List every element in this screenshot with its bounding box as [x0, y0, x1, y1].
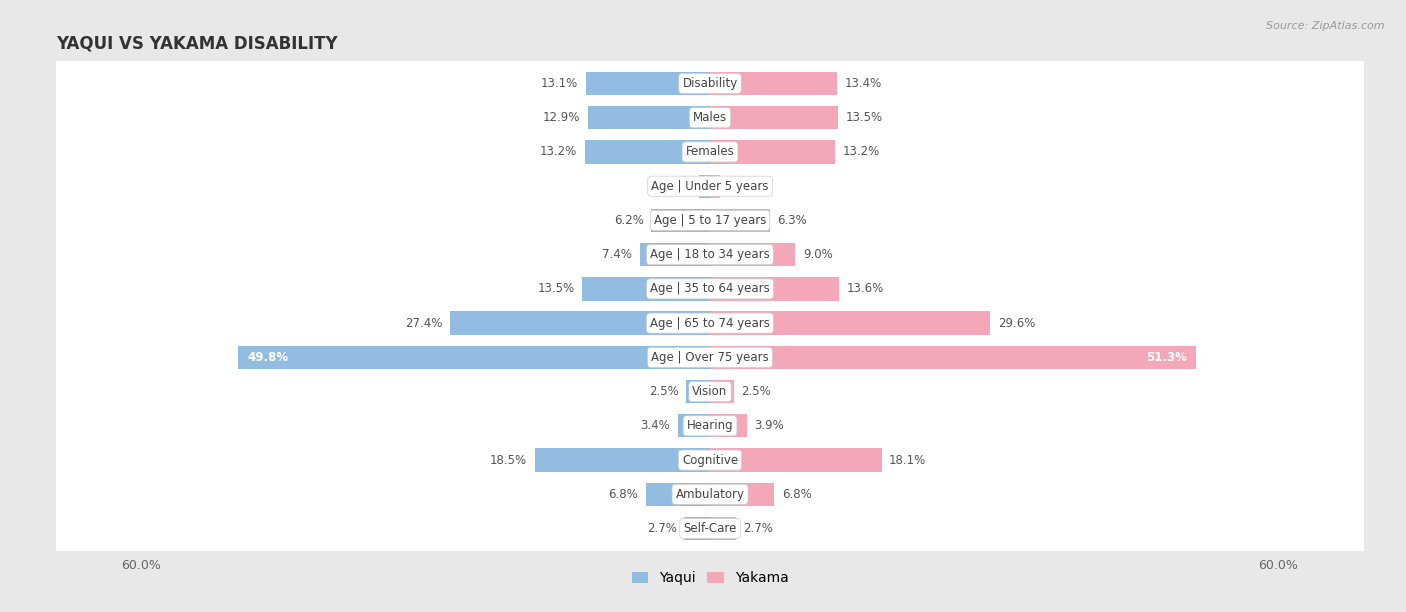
- Bar: [685, 517, 710, 540]
- Text: Cognitive: Cognitive: [682, 453, 738, 466]
- Bar: [710, 174, 720, 198]
- Bar: [710, 72, 837, 95]
- Text: Age | 5 to 17 years: Age | 5 to 17 years: [654, 214, 766, 227]
- Bar: [651, 209, 710, 232]
- Text: 2.7%: 2.7%: [744, 522, 773, 535]
- FancyBboxPatch shape: [53, 468, 1367, 521]
- Bar: [710, 312, 990, 335]
- Text: Source: ZipAtlas.com: Source: ZipAtlas.com: [1267, 21, 1385, 31]
- Text: 13.1%: 13.1%: [541, 77, 578, 90]
- Bar: [710, 106, 838, 129]
- Text: 2.5%: 2.5%: [650, 385, 679, 398]
- FancyBboxPatch shape: [53, 91, 1367, 144]
- Text: Age | 18 to 34 years: Age | 18 to 34 years: [650, 248, 770, 261]
- Text: 12.9%: 12.9%: [543, 111, 581, 124]
- FancyBboxPatch shape: [53, 228, 1367, 282]
- Bar: [645, 483, 710, 506]
- Text: 1.2%: 1.2%: [661, 180, 692, 193]
- Text: 51.3%: 51.3%: [1146, 351, 1187, 364]
- Text: 18.5%: 18.5%: [491, 453, 527, 466]
- Bar: [710, 380, 734, 403]
- FancyBboxPatch shape: [53, 502, 1367, 555]
- Text: Disability: Disability: [682, 77, 738, 90]
- Bar: [710, 346, 1197, 369]
- Text: 18.1%: 18.1%: [889, 453, 927, 466]
- Bar: [710, 277, 839, 300]
- Text: 29.6%: 29.6%: [998, 316, 1035, 330]
- FancyBboxPatch shape: [53, 125, 1367, 179]
- Bar: [710, 449, 882, 472]
- Text: YAQUI VS YAKAMA DISABILITY: YAQUI VS YAKAMA DISABILITY: [56, 35, 337, 53]
- FancyBboxPatch shape: [53, 160, 1367, 213]
- Text: 7.4%: 7.4%: [602, 248, 633, 261]
- Text: Ambulatory: Ambulatory: [675, 488, 745, 501]
- Bar: [586, 72, 710, 95]
- Bar: [710, 243, 796, 266]
- Bar: [710, 483, 775, 506]
- Bar: [678, 414, 710, 438]
- FancyBboxPatch shape: [53, 262, 1367, 316]
- Text: 13.5%: 13.5%: [537, 282, 575, 296]
- Text: 6.8%: 6.8%: [609, 488, 638, 501]
- Text: 13.5%: 13.5%: [845, 111, 883, 124]
- Bar: [686, 380, 710, 403]
- FancyBboxPatch shape: [53, 433, 1367, 487]
- FancyBboxPatch shape: [53, 57, 1367, 110]
- Text: 1.0%: 1.0%: [727, 180, 756, 193]
- FancyBboxPatch shape: [53, 296, 1367, 350]
- Text: 6.2%: 6.2%: [614, 214, 644, 227]
- Text: Self-Care: Self-Care: [683, 522, 737, 535]
- FancyBboxPatch shape: [53, 194, 1367, 247]
- Text: Hearing: Hearing: [686, 419, 734, 432]
- Text: Age | 35 to 64 years: Age | 35 to 64 years: [650, 282, 770, 296]
- Text: 49.8%: 49.8%: [247, 351, 288, 364]
- Text: Age | Under 5 years: Age | Under 5 years: [651, 180, 769, 193]
- Bar: [582, 277, 710, 300]
- Bar: [588, 106, 710, 129]
- Bar: [450, 312, 710, 335]
- Text: 2.7%: 2.7%: [647, 522, 676, 535]
- Bar: [238, 346, 710, 369]
- Bar: [710, 414, 747, 438]
- Bar: [534, 449, 710, 472]
- Bar: [699, 174, 710, 198]
- Text: Males: Males: [693, 111, 727, 124]
- Text: 13.2%: 13.2%: [540, 146, 578, 159]
- Text: 13.2%: 13.2%: [842, 146, 880, 159]
- Bar: [710, 140, 835, 163]
- FancyBboxPatch shape: [53, 330, 1367, 384]
- Text: 13.6%: 13.6%: [846, 282, 884, 296]
- Text: Age | 65 to 74 years: Age | 65 to 74 years: [650, 316, 770, 330]
- FancyBboxPatch shape: [53, 399, 1367, 452]
- Text: Females: Females: [686, 146, 734, 159]
- Bar: [640, 243, 710, 266]
- Text: Age | Over 75 years: Age | Over 75 years: [651, 351, 769, 364]
- Text: 13.4%: 13.4%: [845, 77, 882, 90]
- Bar: [710, 209, 769, 232]
- Text: 6.3%: 6.3%: [778, 214, 807, 227]
- Text: Vision: Vision: [692, 385, 728, 398]
- Text: 3.4%: 3.4%: [641, 419, 671, 432]
- Bar: [710, 517, 735, 540]
- FancyBboxPatch shape: [53, 365, 1367, 418]
- Text: 2.5%: 2.5%: [741, 385, 770, 398]
- Text: 3.9%: 3.9%: [755, 419, 785, 432]
- Text: 27.4%: 27.4%: [405, 316, 443, 330]
- Legend: Yaqui, Yakama: Yaqui, Yakama: [631, 572, 789, 586]
- Text: 6.8%: 6.8%: [782, 488, 811, 501]
- Text: 9.0%: 9.0%: [803, 248, 832, 261]
- Bar: [585, 140, 710, 163]
